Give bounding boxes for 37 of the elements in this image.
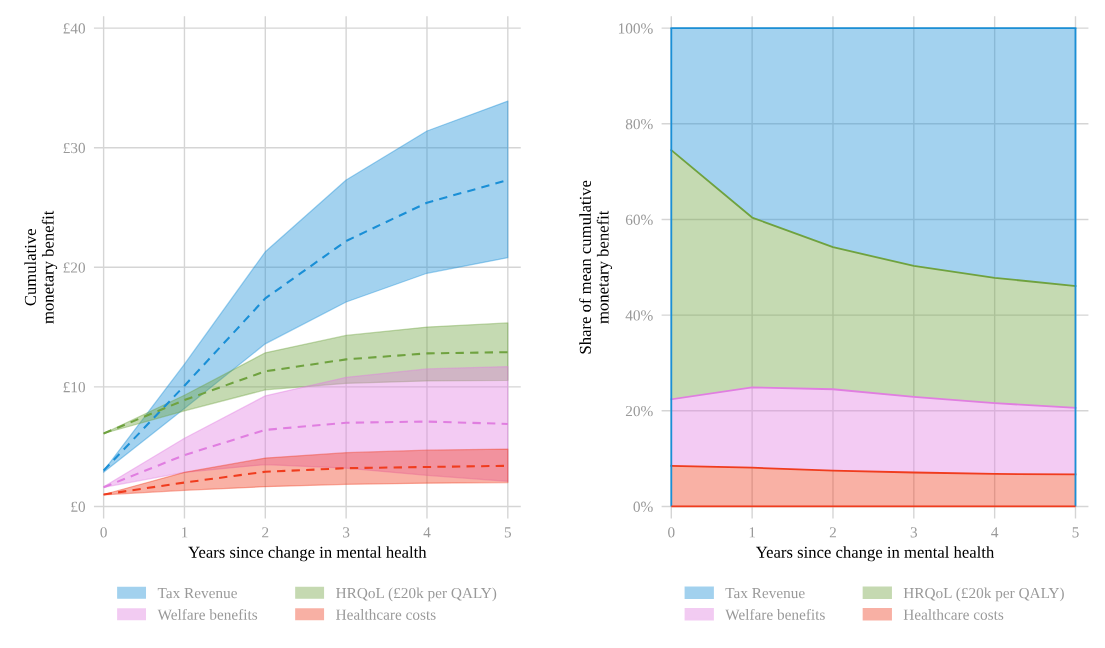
x-tick-label: 4 [423, 527, 431, 538]
x-axis-title: Years since change in mental health [188, 546, 427, 562]
x-tick-label: 5 [504, 527, 512, 538]
x-tick-label: 5 [1072, 527, 1079, 538]
x-tick-label: 3 [910, 527, 918, 538]
y-tick-label: 0% [633, 501, 653, 512]
y-tick-label: £0 [71, 501, 86, 512]
y-axis-title: Cumulative monetary benefit [24, 210, 58, 324]
y-tick-label: 40% [625, 310, 653, 321]
y-tick-label: £40 [63, 23, 86, 34]
x-tick-label: 1 [181, 527, 188, 538]
y-tick-label: £20 [63, 262, 86, 273]
x-tick-label: 2 [262, 527, 269, 538]
y-tick-label: £30 [63, 142, 86, 154]
legend-label: HRQoL (£20k per QALY) [903, 587, 1064, 602]
y-tick-label: 80% [625, 118, 653, 130]
y-tick-label: 20% [625, 405, 653, 417]
y-tick-label: £10 [63, 382, 86, 393]
x-tick-label: 0 [100, 527, 107, 538]
line-series [102, 420, 509, 489]
legend-label: HRQoL (£20k per QALY) [336, 587, 497, 602]
legend-label: Healthcare costs [903, 609, 1004, 620]
x-tick-label: 1 [749, 527, 756, 538]
legend-label: Welfare benefits [157, 608, 258, 620]
x-axis-title: Years since change in mental health [755, 546, 995, 562]
x-tick-label: 0 [668, 527, 675, 538]
legend-label: Tax Revenue [157, 588, 237, 599]
x-tick-label: 3 [343, 527, 350, 538]
y-tick-label: 100% [618, 23, 653, 34]
x-tick-label: 4 [991, 527, 999, 538]
y-axis-title: Share of mean cumulative monetary benefit [579, 180, 613, 354]
line-series [102, 351, 509, 435]
legend-label: Welfare benefits [725, 608, 825, 620]
legend-label: Tax Revenue [725, 588, 805, 599]
y-tick-label: 60% [625, 214, 653, 225]
legend-label: Healthcare costs [336, 609, 436, 620]
x-tick-label: 2 [829, 527, 836, 538]
